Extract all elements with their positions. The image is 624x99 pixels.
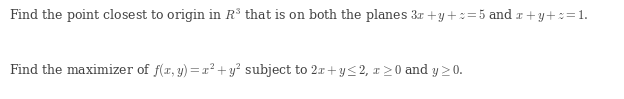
Text: Find the maximizer of $f(x, y) = x^2 + y^2$ subject to $2x+y \leq 2$, $x \geq 0$: Find the maximizer of $f(x, y) = x^2 + y… <box>9 61 464 79</box>
Text: Find the point closest to origin in $R^3$ that is on both the planes $3x+y+z=5$ : Find the point closest to origin in $R^3… <box>9 7 588 25</box>
